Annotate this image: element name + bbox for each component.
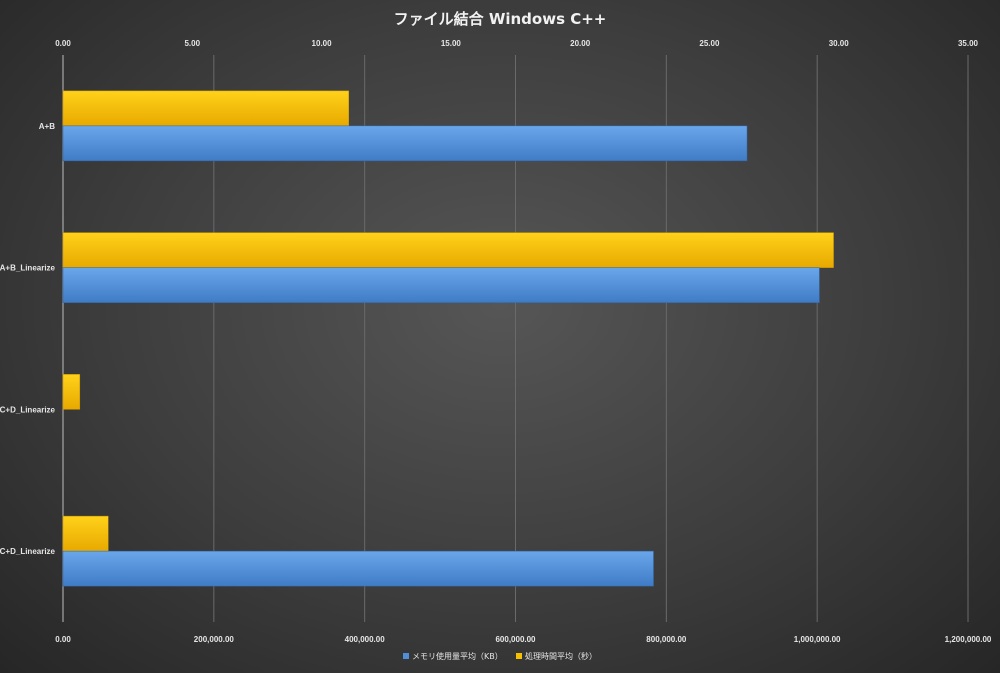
top-axis-tick-label: 0.00	[55, 39, 71, 48]
time-bar	[62, 90, 349, 127]
top-axis-tick-label: 30.00	[829, 39, 850, 48]
memory-bar	[62, 125, 748, 162]
bottom-axis-tick-label: 1,200,000.00	[945, 635, 992, 644]
time-bar	[62, 374, 81, 410]
category-label: A+B_Linearize	[0, 264, 56, 273]
top-axis-tick-label: 20.00	[570, 39, 591, 48]
legend-swatch-memory	[403, 653, 409, 659]
chart-title: ファイル結合 Windows C++	[394, 10, 607, 28]
top-axis-tick-label: 5.00	[184, 39, 200, 48]
memory-bar	[62, 550, 654, 587]
bottom-axis-tick-label: 0.00	[55, 635, 71, 644]
memory-bar	[62, 267, 820, 303]
legend-swatch-time	[516, 653, 522, 659]
category-label: A+B	[39, 122, 55, 131]
top-axis-tick-label: 15.00	[441, 39, 462, 48]
top-axis-tick-label: 10.00	[312, 39, 333, 48]
bottom-axis-tick-label: 400,000.00	[345, 635, 386, 644]
legend-label-memory: メモリ使用量平均（KB）	[412, 651, 503, 661]
category-label: C+D_Linearize	[0, 405, 56, 414]
legend-label-time: 処理時間平均（秒）	[525, 651, 597, 661]
bottom-axis-tick-label: 1,000,000.00	[794, 635, 841, 644]
category-label: C+D_Linearize	[0, 547, 56, 556]
top-axis-tick-label: 25.00	[699, 39, 720, 48]
bottom-axis-tick-label: 800,000.00	[646, 635, 687, 644]
time-bar	[62, 515, 109, 552]
bottom-axis-tick-label: 600,000.00	[495, 635, 536, 644]
top-axis-tick-label: 35.00	[958, 39, 979, 48]
time-bar	[62, 232, 834, 268]
bottom-axis-tick-label: 200,000.00	[194, 635, 235, 644]
